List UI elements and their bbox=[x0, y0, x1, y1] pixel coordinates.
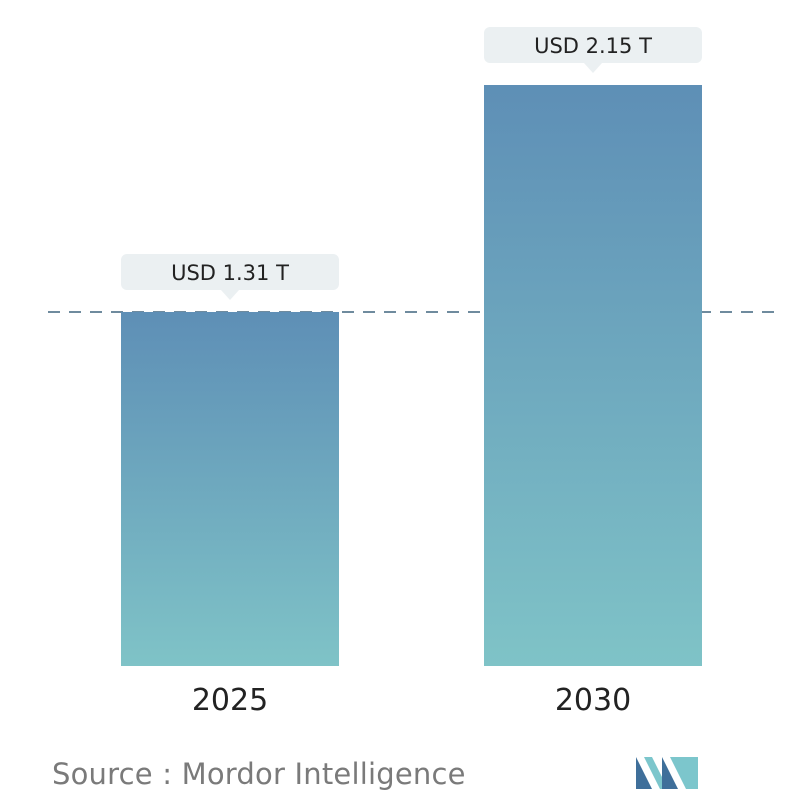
value-label-box bbox=[121, 253, 339, 290]
value-label-pointer bbox=[584, 63, 602, 73]
bars-layer bbox=[121, 85, 702, 666]
x-axis-tick-labels: 2025 2030 bbox=[192, 683, 631, 718]
value-label-2025: USD 1.31 T bbox=[121, 253, 339, 300]
value-labels-layer: USD 1.31 T USD 2.15 T bbox=[121, 27, 702, 300]
tick-label-2025: 2025 bbox=[192, 683, 268, 718]
logo-shape-right bbox=[670, 757, 698, 789]
source-note: Source : Mordor Intelligence bbox=[52, 757, 466, 791]
source-label: Source : bbox=[52, 757, 173, 791]
logo-shape-left bbox=[636, 757, 652, 789]
mordor-intelligence-logo-icon bbox=[636, 757, 698, 789]
bar-2025 bbox=[121, 311, 339, 666]
value-label-box bbox=[484, 27, 702, 63]
source-name: Mordor Intelligence bbox=[181, 757, 466, 791]
value-label-text: USD 2.15 T bbox=[534, 34, 652, 58]
value-label-text: USD 1.31 T bbox=[171, 261, 289, 285]
bar-2030 bbox=[484, 85, 702, 666]
value-label-2030: USD 2.15 T bbox=[484, 27, 702, 73]
value-label-pointer bbox=[221, 289, 239, 300]
logo-shape-mid2 bbox=[662, 757, 678, 789]
tick-label-2030: 2030 bbox=[555, 683, 631, 718]
